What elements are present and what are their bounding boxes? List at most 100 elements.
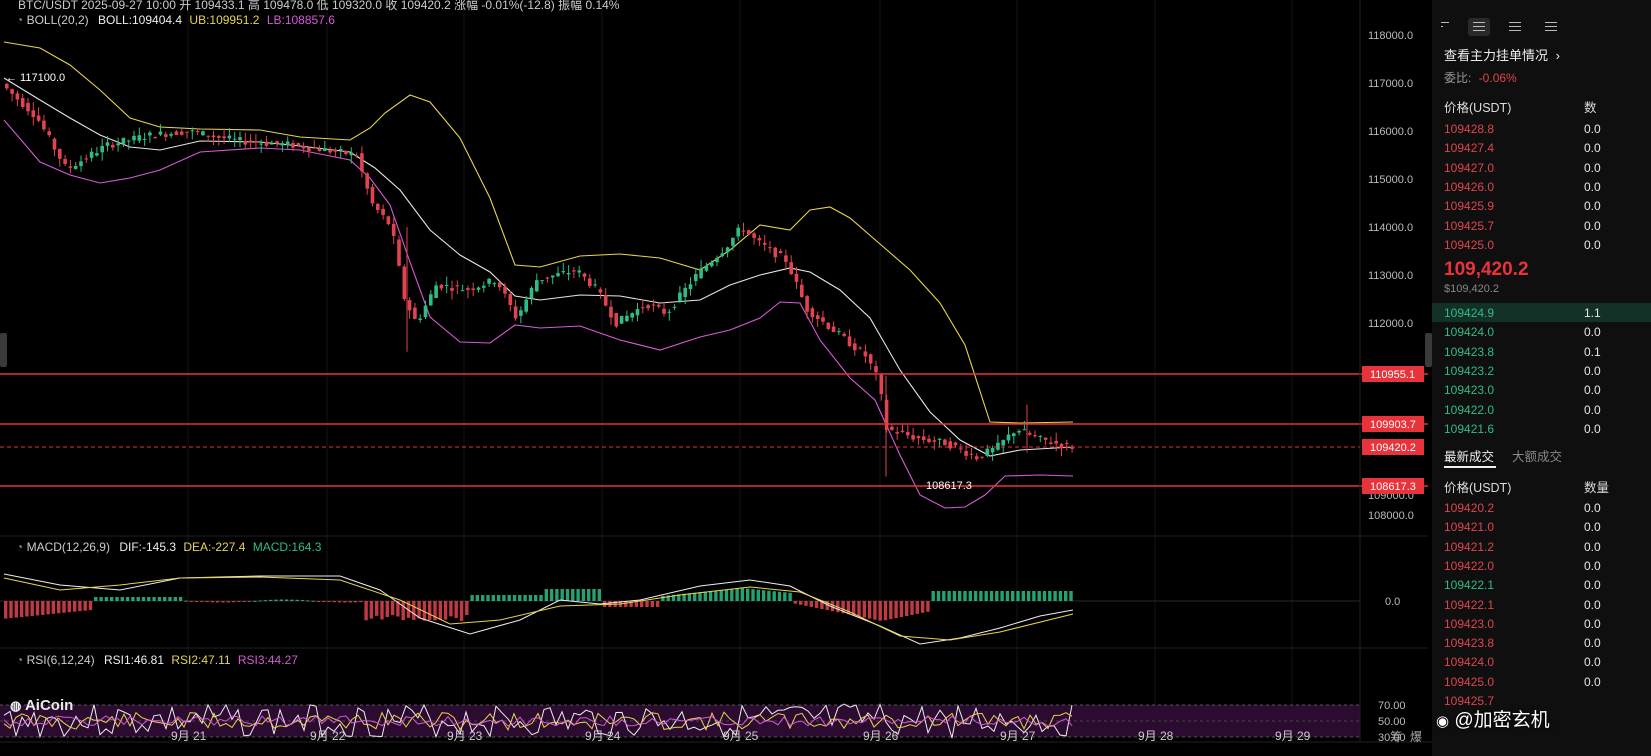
bid-row[interactable]: 109424.0 0.0 bbox=[1432, 322, 1651, 341]
macd-bar bbox=[777, 591, 782, 601]
trade-row[interactable]: 109422.1 0.0 bbox=[1432, 575, 1651, 594]
boll-lb: LB:108857.6 bbox=[266, 13, 335, 27]
macd-bar bbox=[555, 589, 559, 601]
candle-body bbox=[264, 141, 269, 146]
trade-row[interactable]: 109424.0 0.0 bbox=[1432, 652, 1651, 671]
trade-row[interactable]: 109423.8 0.0 bbox=[1432, 633, 1651, 652]
macd-bar bbox=[247, 601, 252, 602]
candle-body bbox=[884, 399, 889, 430]
asks-only-icon[interactable] bbox=[1504, 18, 1526, 36]
candle-body bbox=[1043, 437, 1048, 440]
rsi-legend: ◔ RSI(6,12,24) RSI1:46.81 RSI2:47.11 RSI… bbox=[16, 653, 298, 667]
trade-row[interactable]: 109425.7 bbox=[1432, 691, 1651, 710]
trade-row[interactable]: 109423.0 0.0 bbox=[1432, 614, 1651, 633]
layout-icon[interactable] bbox=[1436, 18, 1458, 36]
candle-body bbox=[179, 131, 184, 135]
bid-row[interactable]: 109423.8 0.1 bbox=[1432, 342, 1651, 361]
macd-bar bbox=[306, 600, 310, 602]
bid-row[interactable]: 109424.9 1.1 bbox=[1432, 303, 1651, 322]
macd-bar bbox=[231, 601, 236, 603]
bid-row[interactable]: 109423.0 0.0 bbox=[1432, 380, 1651, 399]
macd-bar bbox=[1053, 591, 1057, 601]
trade-row[interactable]: 109422.1 0.0 bbox=[1432, 595, 1651, 614]
macd-bar bbox=[1037, 591, 1041, 601]
row-price: 109424.0 bbox=[1444, 325, 1495, 340]
macd-bar bbox=[210, 601, 215, 603]
macd-bar bbox=[867, 601, 872, 619]
chip-button[interactable]: 筹 bbox=[1390, 730, 1403, 744]
macd-bar bbox=[184, 600, 188, 602]
candle-body bbox=[826, 322, 831, 329]
ask-row[interactable]: 109425.0 0.0 bbox=[1432, 235, 1651, 254]
macd-bar bbox=[534, 595, 538, 601]
candle-body bbox=[63, 158, 67, 164]
macd-bar bbox=[284, 599, 289, 601]
ask-row[interactable]: 109425.7 0.0 bbox=[1432, 216, 1651, 235]
ask-row[interactable]: 109427.4 0.0 bbox=[1432, 138, 1651, 157]
row-price: 109428.8 bbox=[1444, 122, 1495, 136]
tab-large-trades[interactable]: 大额成交 bbox=[1512, 450, 1563, 464]
macd-bar bbox=[25, 601, 29, 617]
bid-row[interactable]: 109421.6 0.0 bbox=[1432, 419, 1651, 438]
right-collapse-handle[interactable] bbox=[1425, 333, 1432, 367]
tab-recent-trades[interactable]: 最新成交 bbox=[1444, 450, 1495, 464]
candle-body bbox=[916, 436, 921, 439]
ask-row[interactable]: 109425.9 0.0 bbox=[1432, 196, 1651, 215]
candle-body bbox=[805, 296, 809, 312]
macd-bar bbox=[587, 589, 591, 601]
macd-bar bbox=[194, 601, 199, 602]
candle-body bbox=[222, 136, 226, 139]
macd-bar bbox=[952, 591, 957, 601]
bid-row[interactable]: 109422.0 0.0 bbox=[1432, 400, 1651, 419]
macd-bar bbox=[549, 589, 554, 601]
macd-bar bbox=[322, 601, 326, 602]
candle-body bbox=[821, 317, 825, 322]
macd-bar bbox=[178, 597, 183, 601]
row-price: 109423.0 bbox=[1444, 383, 1495, 398]
candle-body bbox=[789, 262, 793, 275]
candlesticks bbox=[5, 82, 1074, 477]
macd-bar bbox=[809, 601, 813, 607]
left-collapse-handle[interactable] bbox=[0, 333, 7, 367]
candle-body bbox=[95, 153, 99, 156]
macd-bar bbox=[751, 589, 755, 601]
ask-row[interactable]: 109428.8 0.0 bbox=[1432, 119, 1651, 138]
candle-body bbox=[561, 271, 566, 273]
both-sides-icon[interactable] bbox=[1468, 18, 1490, 36]
trade-row[interactable]: 109425.0 0.0 bbox=[1432, 672, 1651, 691]
trade-row[interactable]: 109421.2 0.0 bbox=[1432, 537, 1651, 556]
trade-row[interactable]: 109420.2 0.0 bbox=[1432, 498, 1651, 517]
main-orders-link[interactable]: 查看主力挂单情况 › bbox=[1444, 45, 1560, 64]
bids-only-icon[interactable] bbox=[1540, 18, 1562, 36]
kline-chart[interactable]: 118000.0 117000.0 116000.0 115000.0 114000.0… bbox=[0, 0, 1432, 756]
macd-bar bbox=[666, 595, 670, 601]
macd-bar bbox=[1042, 591, 1047, 601]
date-axis[interactable]: 9月 21 9月 22 9月 23 9月 24 9月 25 9月 26 9月 27 9月 28… bbox=[171, 729, 1311, 743]
candle-body bbox=[413, 307, 417, 319]
candle-body bbox=[641, 307, 645, 309]
price-axis-label: 112000.0 bbox=[1368, 318, 1413, 330]
macd-bar bbox=[650, 601, 654, 607]
chart-canvas[interactable]: 118000.0 117000.0 116000.0 115000.0 114000.0… bbox=[0, 0, 1432, 756]
ask-row[interactable]: 109427.0 0.0 bbox=[1432, 158, 1651, 177]
macd-bar bbox=[740, 588, 745, 601]
liquidation-button[interactable]: 爆 bbox=[1410, 730, 1423, 744]
macd-bar bbox=[1064, 591, 1068, 601]
candle-body bbox=[84, 158, 89, 160]
macd-bar bbox=[152, 597, 156, 601]
bell-icon[interactable]: ◔ bbox=[16, 653, 24, 667]
row-price: 109421.2 bbox=[1444, 539, 1495, 554]
bell-icon[interactable]: ◔ bbox=[16, 13, 24, 27]
macd-bar bbox=[772, 591, 776, 601]
ask-row[interactable]: 109426.0 0.0 bbox=[1432, 177, 1651, 196]
bell-icon[interactable]: ◔ bbox=[16, 540, 24, 554]
macd-bar bbox=[221, 601, 225, 603]
trade-row[interactable]: 109422.0 0.0 bbox=[1432, 556, 1651, 575]
macd-dif: DIF:-145.3 bbox=[119, 540, 177, 554]
candle-body bbox=[725, 247, 730, 253]
row-qty: 0.0 bbox=[1584, 558, 1601, 573]
candle-body bbox=[619, 315, 624, 324]
bid-row[interactable]: 109423.2 0.0 bbox=[1432, 361, 1651, 380]
trade-row[interactable]: 109421.0 0.0 bbox=[1432, 517, 1651, 536]
candle-body bbox=[275, 141, 279, 144]
